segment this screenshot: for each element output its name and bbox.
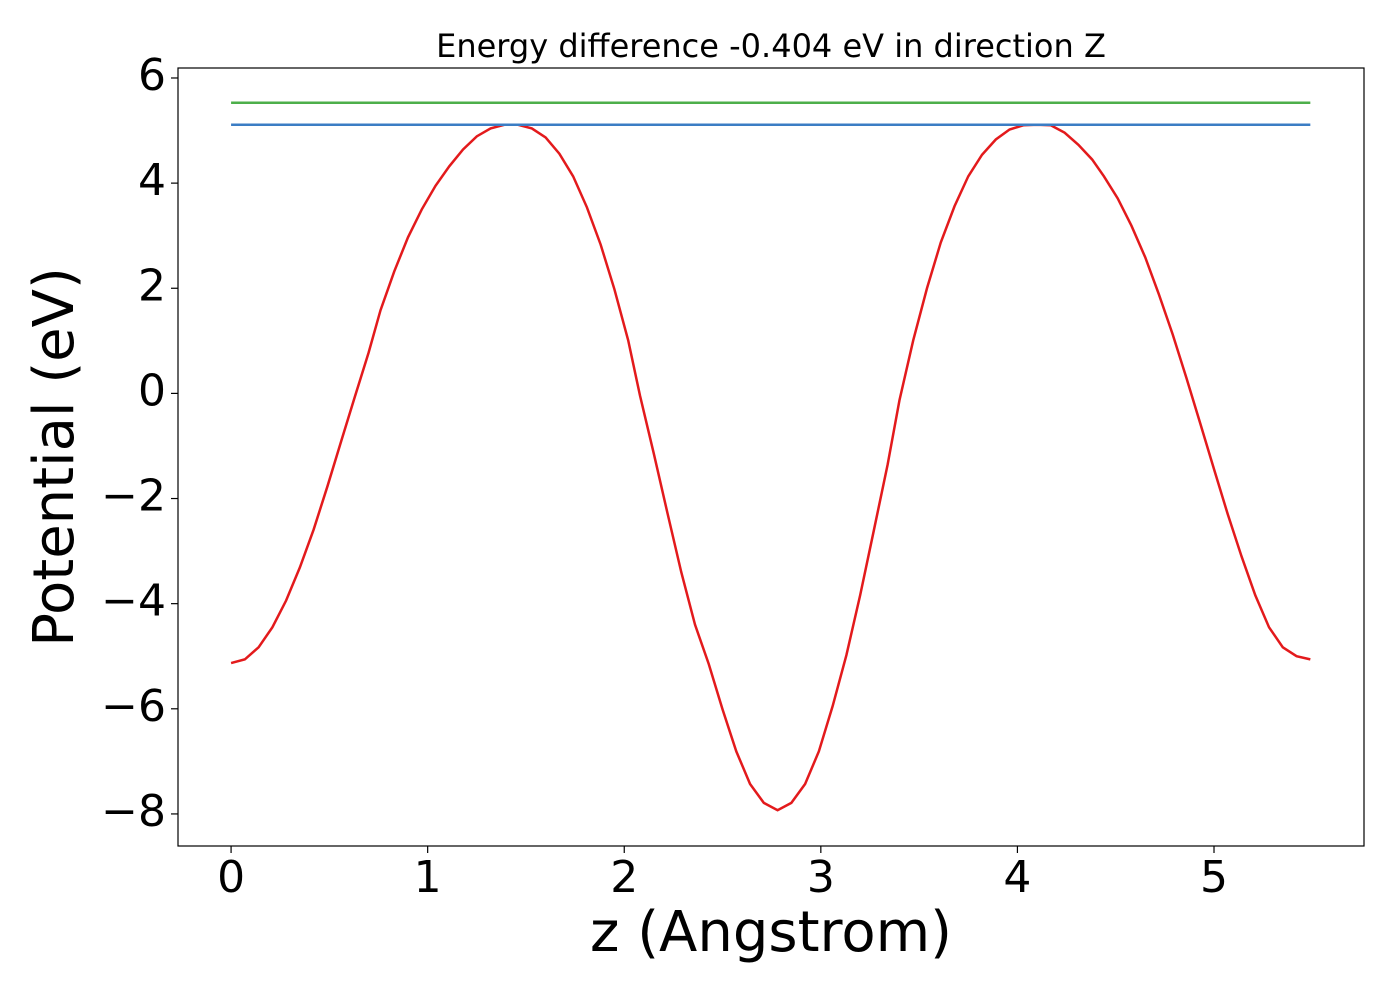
y-tick-label: 6 xyxy=(138,50,166,101)
y-tick-label: −2 xyxy=(101,471,166,522)
y-axis-label: Potential (eV) xyxy=(22,267,87,647)
y-tick-label: −8 xyxy=(101,786,166,837)
x-axis-label: z (Angstrom) xyxy=(590,900,952,965)
x-tick-label: 5 xyxy=(1200,852,1228,903)
plot-frame xyxy=(177,67,1365,847)
x-tick-label: 4 xyxy=(1003,852,1031,903)
x-tick-label: 0 xyxy=(217,852,245,903)
y-tick-label: 0 xyxy=(138,365,166,416)
y-tick-label: 4 xyxy=(138,155,166,206)
y-tick-label: 2 xyxy=(138,260,166,311)
series-line xyxy=(230,123,1311,812)
x-tick-label: 1 xyxy=(414,852,442,903)
chart-title: Energy difference -0.404 eV in direction… xyxy=(436,27,1106,65)
y-tick-label: −6 xyxy=(101,681,166,732)
y-tick-label: −4 xyxy=(101,576,166,627)
x-tick-label: 2 xyxy=(610,852,638,903)
x-tick-label: 3 xyxy=(807,852,835,903)
